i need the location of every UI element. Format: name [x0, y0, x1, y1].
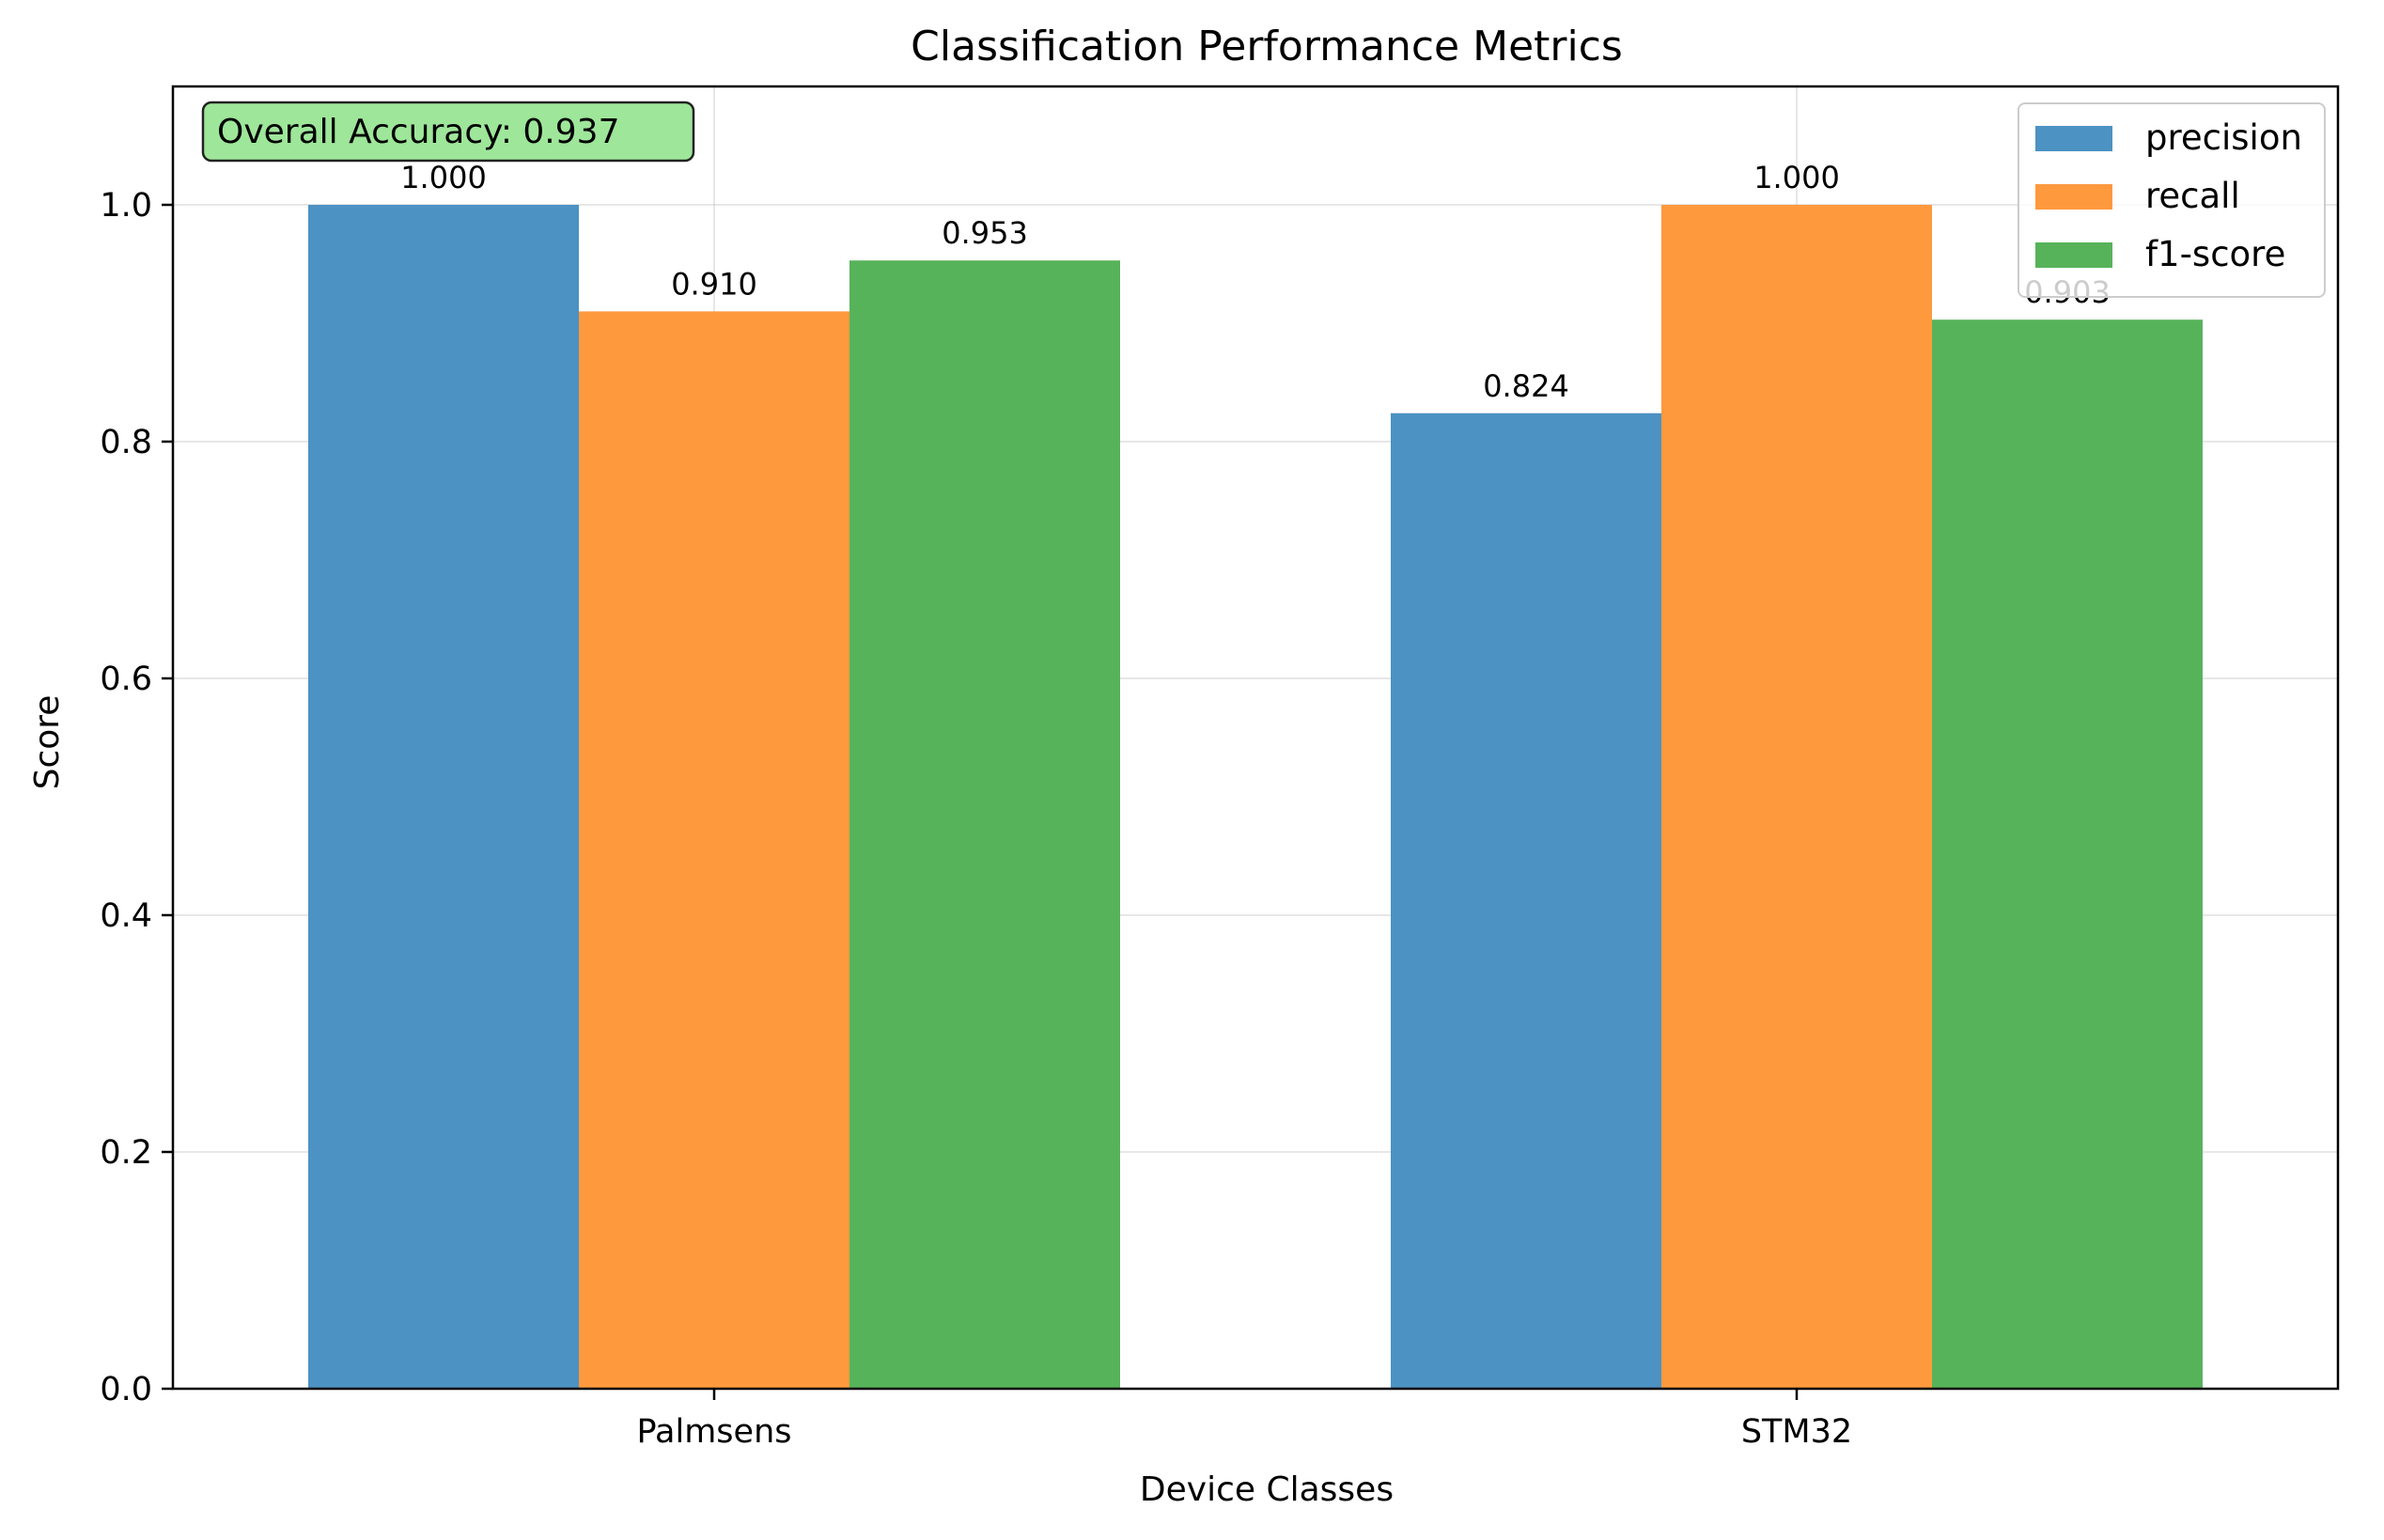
- y-tick-label: 1.0: [100, 187, 152, 225]
- legend-label-f1-score: f1-score: [2145, 234, 2285, 274]
- legend: precision recall f1-score: [2018, 102, 2326, 298]
- accuracy-annotation-box: [201, 101, 695, 163]
- bar-precision-stm32: [1391, 412, 1661, 1389]
- plot-frame: [171, 85, 2340, 1391]
- bars: [308, 205, 2203, 1390]
- bar-value-label: 1.000: [400, 160, 487, 195]
- x-tick-label: Palmsens: [637, 1413, 792, 1451]
- bar-f1-score-stm32: [1932, 319, 2203, 1390]
- axes: [171, 85, 2340, 1391]
- bar-value-label: 0.824: [1483, 368, 1569, 404]
- legend-swatch-recall: [2035, 184, 2112, 210]
- y-tick-label: 0.8: [100, 424, 152, 461]
- bar-value-label: 0.953: [942, 215, 1028, 251]
- bar-value-label: 0.910: [671, 266, 757, 302]
- legend-label-precision: precision: [2145, 117, 2302, 158]
- bar-value-label: 1.000: [1753, 160, 1840, 195]
- x-tick-label: STM32: [1741, 1413, 1852, 1451]
- legend-label-recall: recall: [2145, 176, 2240, 216]
- y-tick-label: 0.0: [100, 1371, 152, 1408]
- y-tick-label: 0.6: [100, 661, 152, 698]
- legend-swatch-precision: [2035, 126, 2112, 151]
- y-axis-label: Score: [28, 695, 67, 790]
- accuracy-annotation: Overall Accuracy: 0.937: [201, 101, 695, 163]
- ticks: 0.0 0.2 0.4 0.6 0.8 1.0 Palmsens STM32: [100, 187, 1852, 1451]
- legend-swatch-f1-score: [2035, 242, 2112, 268]
- chart-title: Classification Performance Metrics: [911, 23, 1623, 70]
- bar-recall-palmsens: [579, 311, 849, 1389]
- bar-f1-score-palmsens: [849, 260, 1120, 1390]
- accuracy-annotation-text: Overall Accuracy: 0.937: [217, 113, 619, 151]
- bar-precision-palmsens: [308, 205, 579, 1389]
- bar-recall-stm32: [1661, 205, 1932, 1389]
- y-tick-label: 0.2: [100, 1134, 152, 1172]
- x-axis-label: Device Classes: [1140, 1470, 1394, 1509]
- y-tick-label: 0.4: [100, 897, 152, 935]
